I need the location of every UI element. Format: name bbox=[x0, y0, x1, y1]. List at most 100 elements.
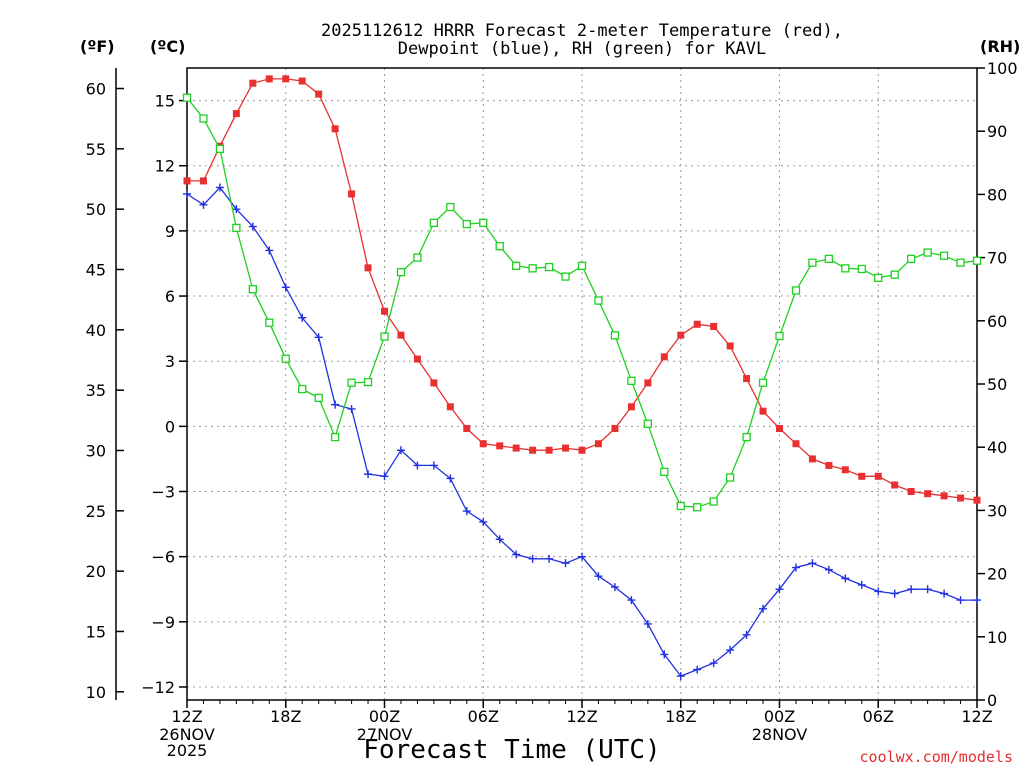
2-meter-temperature-point bbox=[249, 79, 257, 87]
dewpoint-point bbox=[413, 461, 422, 470]
2-meter-temperature-point bbox=[841, 466, 849, 474]
dewpoint-point bbox=[298, 313, 307, 322]
celsius-tick-label: 3 bbox=[165, 352, 175, 371]
fahrenheit-tick-label: 55 bbox=[86, 140, 106, 159]
2-meter-temperature-point bbox=[874, 472, 882, 480]
dewpoint-point bbox=[380, 472, 389, 481]
fahrenheit-tick-label: 30 bbox=[86, 441, 106, 460]
rh-point bbox=[775, 331, 784, 341]
rh-point bbox=[495, 242, 504, 251]
2-meter-temperature-point bbox=[496, 442, 504, 450]
dewpoint-point bbox=[775, 585, 784, 594]
2-meter-temperature-point bbox=[232, 110, 240, 118]
fahrenheit-tick-label: 15 bbox=[86, 622, 106, 641]
rh-point bbox=[446, 202, 455, 212]
celsius-tick-label: −9 bbox=[151, 613, 175, 632]
fahrenheit-tick-label: 35 bbox=[86, 381, 106, 400]
rh-point bbox=[725, 473, 735, 482]
celsius-tick-label: −6 bbox=[151, 548, 175, 567]
fahrenheit-tick-label: 25 bbox=[86, 502, 106, 521]
fahrenheit-unit-label: (ºF) bbox=[80, 37, 115, 56]
credit-link[interactable]: coolwx.com/models bbox=[859, 748, 1013, 766]
rh-point bbox=[182, 93, 192, 102]
rh-point bbox=[314, 393, 323, 403]
x-tick-label: 12Z bbox=[566, 707, 597, 726]
dewpoint-point bbox=[709, 659, 718, 668]
fahrenheit-tick-label: 45 bbox=[86, 260, 106, 279]
x-tick-label: 00Z bbox=[764, 707, 795, 726]
2-meter-temperature-point bbox=[627, 403, 635, 411]
axes-layer: 12Z 18Z 00Z 06Z 12Z 18Z 00Z 06Z 12Z26NOV202527NO… bbox=[86, 59, 1018, 760]
2-meter-temperature-point bbox=[940, 492, 948, 500]
dewpoint-point bbox=[841, 574, 850, 583]
dewpoint-point bbox=[808, 559, 817, 568]
rh-point bbox=[874, 273, 883, 282]
rh-point bbox=[281, 354, 290, 363]
dewpoint-point bbox=[791, 563, 800, 572]
celsius-tick-label: −3 bbox=[151, 483, 175, 502]
rh-point bbox=[808, 258, 817, 267]
dewpoint-point bbox=[248, 222, 257, 231]
rh-point bbox=[363, 377, 373, 387]
fahrenheit-tick-label: 40 bbox=[86, 321, 106, 340]
x-date-label: 2025 bbox=[167, 741, 208, 760]
rh-point bbox=[528, 264, 537, 273]
2-meter-temperature-point bbox=[973, 496, 981, 504]
2-meter-temperature-point bbox=[381, 307, 388, 315]
2-meter-temperature-point bbox=[726, 342, 734, 350]
rh-point bbox=[890, 270, 899, 279]
2-meter-temperature-point bbox=[776, 425, 783, 433]
2-meter-temperature-point bbox=[578, 446, 586, 454]
2-meter-temperature-point bbox=[891, 481, 899, 489]
x-tick-label: 06Z bbox=[468, 707, 499, 726]
dewpoint-point bbox=[429, 461, 438, 470]
rh-point bbox=[199, 114, 208, 123]
rh-point bbox=[824, 254, 834, 264]
dewpoint-point bbox=[528, 554, 537, 563]
2-meter-temperature-point bbox=[331, 125, 339, 133]
rh-point bbox=[857, 264, 866, 274]
dewpoint-point bbox=[281, 283, 290, 292]
dewpoint-point bbox=[495, 535, 504, 544]
x-tick-label: 00Z bbox=[369, 707, 400, 726]
chart-subtitle: Dewpoint (blue), RH (green) for KAVL bbox=[398, 39, 766, 59]
dewpoint-point bbox=[578, 552, 586, 561]
rh-point bbox=[248, 285, 257, 294]
rh-point bbox=[413, 253, 422, 262]
2-meter-temperature-point bbox=[348, 190, 356, 198]
2-meter-temperature-point bbox=[463, 425, 471, 433]
2-meter-temperature-point bbox=[479, 440, 487, 448]
celsius-tick-label: 9 bbox=[165, 222, 175, 241]
dewpoint-point bbox=[331, 400, 340, 409]
dewpoint-point bbox=[956, 596, 965, 605]
celsius-tick-label: −12 bbox=[141, 678, 175, 697]
rh-point bbox=[693, 503, 702, 512]
rh-point bbox=[561, 272, 570, 281]
2-meter-temperature-point bbox=[446, 403, 454, 411]
rh-point bbox=[577, 261, 587, 270]
fahrenheit-tick-label: 60 bbox=[86, 80, 106, 99]
rh-point bbox=[972, 256, 982, 265]
2-meter-temperature-point bbox=[693, 320, 701, 328]
dewpoint-point bbox=[396, 446, 405, 455]
2-meter-temperature-point bbox=[710, 322, 718, 330]
dewpoint-point bbox=[545, 554, 554, 563]
2-meter-temperature-point bbox=[611, 425, 619, 433]
rh-point bbox=[643, 419, 652, 428]
2-meter-temperature-point bbox=[545, 446, 553, 454]
rh-point bbox=[347, 378, 356, 387]
rh-point bbox=[758, 378, 768, 387]
2-meter-temperature-point bbox=[792, 440, 800, 448]
dewpoint-point bbox=[627, 596, 636, 605]
2-meter-temperature-point bbox=[430, 379, 438, 387]
x-date-label: 26NOV bbox=[159, 725, 215, 744]
rh-point bbox=[594, 296, 603, 305]
rh-point bbox=[923, 248, 932, 257]
rh-point bbox=[330, 432, 340, 442]
dewpoint-point bbox=[446, 474, 455, 483]
dewpoint-point bbox=[199, 200, 208, 209]
x-tick-label: 06Z bbox=[863, 707, 894, 726]
dewpoint-point bbox=[232, 205, 241, 214]
dewpoint-point bbox=[643, 619, 652, 628]
dewpoint-point bbox=[824, 565, 833, 574]
